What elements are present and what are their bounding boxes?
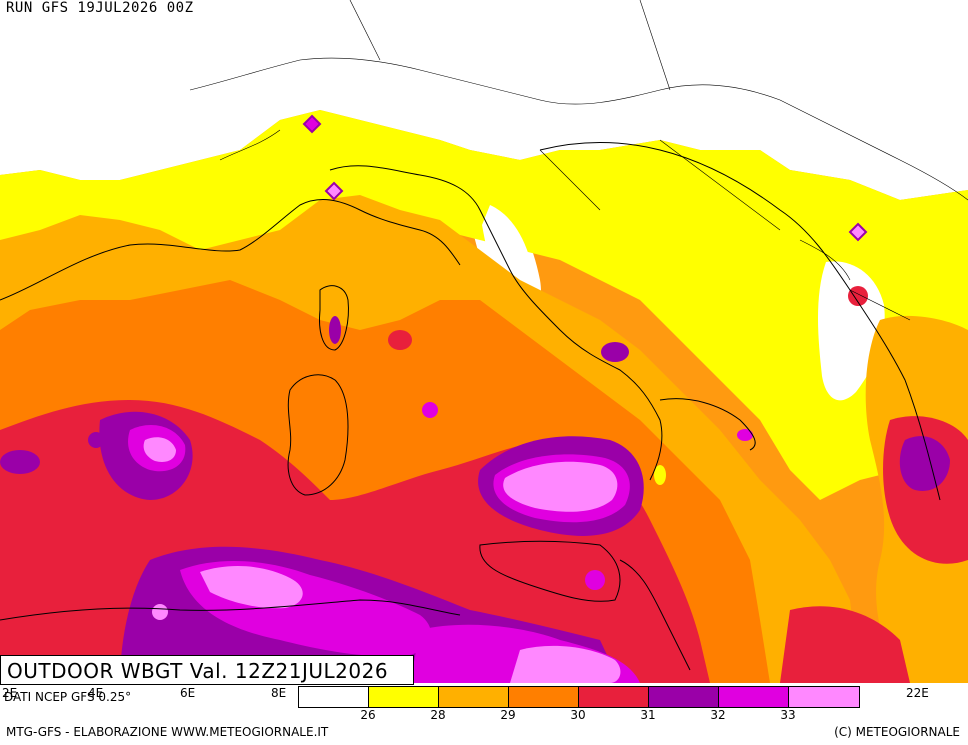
legend-tick: 31 (640, 708, 656, 722)
lon-label-2e: 2E (2, 686, 18, 700)
wbgt-map (0, 0, 968, 683)
title-box: OUTDOOR WBGT Val. 12Z21JUL2026 (0, 655, 414, 685)
yellow-band (0, 110, 968, 500)
red-south-east (780, 606, 910, 683)
footer-credit: MTG-GFS - ELABORAZIONE WWW.METEOGIORNALE… (6, 725, 329, 739)
lon-label-22e: 22E (906, 686, 929, 700)
map-title: OUTDOOR WBGT Val. 12Z21JUL2026 (7, 659, 389, 683)
footer-copyright: (C) METEOGIORNALE (834, 725, 960, 739)
legend-tick: 33 (780, 708, 796, 722)
legend-tick: 28 (430, 708, 446, 722)
legend-swatch (439, 687, 509, 707)
coastlines (0, 142, 941, 671)
pink-africa (200, 566, 303, 609)
legend-swatch (649, 687, 719, 707)
legend-swatch (299, 687, 369, 707)
borders (189, 0, 968, 321)
hot-spots (0, 114, 868, 620)
purple-greece (899, 436, 950, 491)
pink-west (143, 437, 176, 462)
lon-label-4e: 4E (88, 686, 104, 700)
legend-tick: 29 (500, 708, 516, 722)
color-legend (298, 686, 860, 708)
lon-label-8e: 8E (271, 686, 287, 700)
legend-tick: 26 (360, 708, 376, 722)
legend-tick: 30 (570, 708, 586, 722)
legend-swatch (509, 687, 579, 707)
legend-swatch (369, 687, 439, 707)
legend-swatch (789, 687, 859, 707)
lon-label-6e: 6E (180, 686, 196, 700)
legend-swatch (579, 687, 649, 707)
pink-tyrrhenian (503, 461, 618, 512)
legend-swatch (719, 687, 789, 707)
pink-south (510, 645, 621, 683)
legend-tick: 32 (710, 708, 726, 722)
data-source: DATI NCEP GFS 0.25° (4, 690, 132, 704)
run-label: RUN GFS 19JUL2026 00Z (6, 0, 194, 16)
